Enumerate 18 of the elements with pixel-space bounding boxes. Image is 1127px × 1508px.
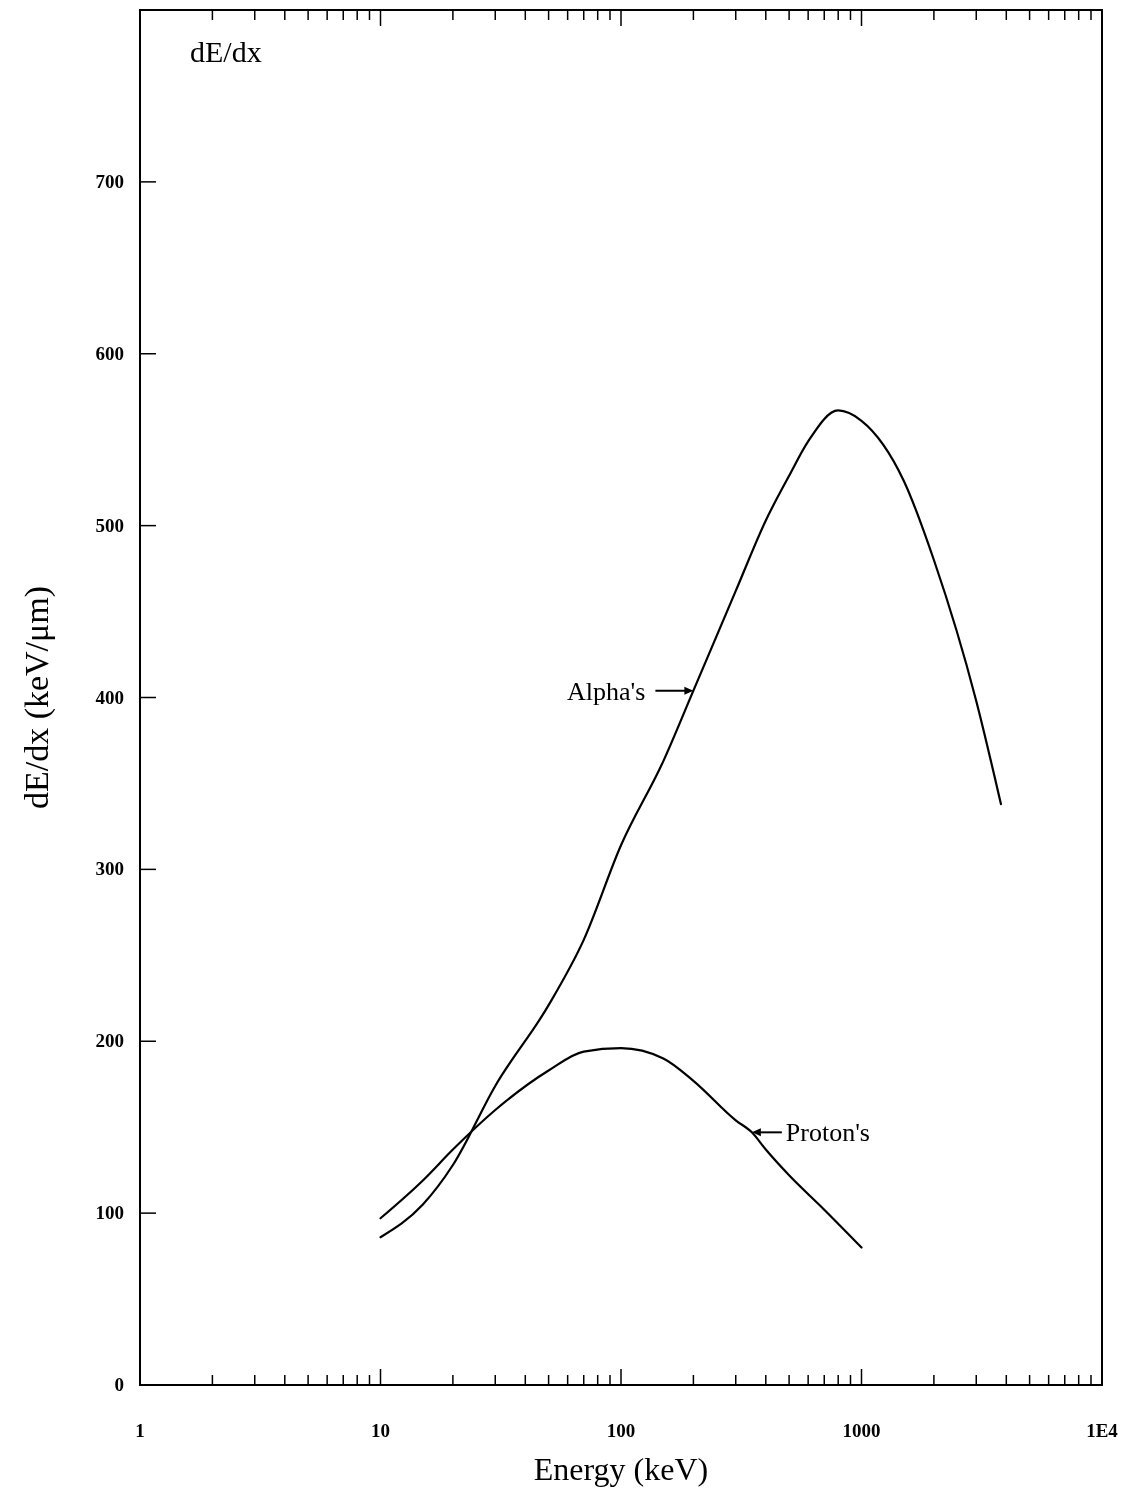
x-tick-label: 10 — [371, 1420, 390, 1441]
annotation: Proton's — [785, 1118, 870, 1148]
annotation: Alpha's — [567, 676, 646, 706]
y-tick-label: 600 — [95, 342, 124, 364]
y-axis-title: dE/dx (keV/μm) — [18, 585, 56, 810]
y-tick-label: 0 — [114, 1374, 124, 1395]
y-tick-label: 100 — [95, 1202, 124, 1224]
x-axis-title: Energy (keV) — [533, 1451, 709, 1487]
y-tick-label: 700 — [95, 170, 124, 192]
x-tick-label: 1 — [135, 1420, 145, 1441]
text: dE/dx — [190, 35, 262, 68]
x-tick-label: 1E4 — [1086, 1420, 1119, 1441]
y-tick-label: 200 — [95, 1030, 124, 1052]
y-tick-label: 400 — [95, 686, 124, 708]
y-tick-label: 300 — [95, 858, 124, 880]
y-tick-label: 500 — [95, 514, 124, 536]
x-tick-label: 1000 — [842, 1420, 881, 1441]
x-tick-label: 100 — [606, 1420, 636, 1441]
